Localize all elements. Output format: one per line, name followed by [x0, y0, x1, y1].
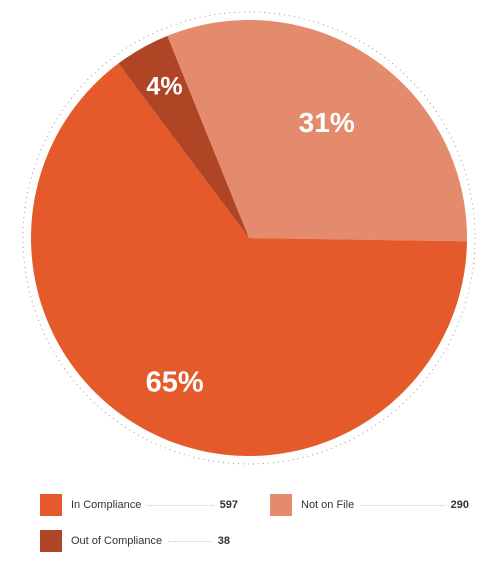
pie-slices [31, 19, 468, 457]
legend-label-out-of-compliance: Out of Compliance [71, 535, 163, 547]
legend: In Compliance 597 Not on File 290 Out of… [0, 486, 500, 576]
legend-value-in-compliance: 597 [219, 499, 238, 511]
legend-swatch-not-on-file [270, 494, 292, 516]
pie-chart: 31% 65% 4% [22, 11, 476, 465]
legend-item-in-compliance: In Compliance 597 [40, 494, 238, 516]
pie-slice-labels: 31% 65% 4% [146, 73, 355, 399]
pie-slice-not-on-file [167, 19, 468, 242]
legend-value-out-of-compliance: 38 [217, 535, 230, 547]
legend-label-not-on-file: Not on File [301, 499, 355, 511]
legend-item-out-of-compliance: Out of Compliance 38 [40, 530, 230, 552]
pie-slice-in-compliance [31, 63, 467, 457]
legend-leader-dots [360, 504, 445, 506]
legend-item-not-on-file: Not on File 290 [270, 494, 469, 516]
pie-dotted-outline [22, 11, 476, 465]
legend-leader-dots [147, 504, 214, 506]
legend-swatch-in-compliance [40, 494, 62, 516]
legend-swatch-out-of-compliance [40, 530, 62, 552]
pie-chart-svg: 31% 65% 4% [22, 11, 476, 465]
pie-label-not-on-file: 31% [299, 107, 355, 138]
pie-label-in-compliance: 65% [146, 366, 204, 398]
legend-value-not-on-file: 290 [450, 499, 469, 511]
legend-leader-dots [168, 540, 212, 542]
pie-label-out-of-compliance: 4% [146, 73, 182, 101]
legend-label-in-compliance: In Compliance [71, 499, 142, 511]
pie-slice-out-of-compliance [118, 35, 249, 239]
